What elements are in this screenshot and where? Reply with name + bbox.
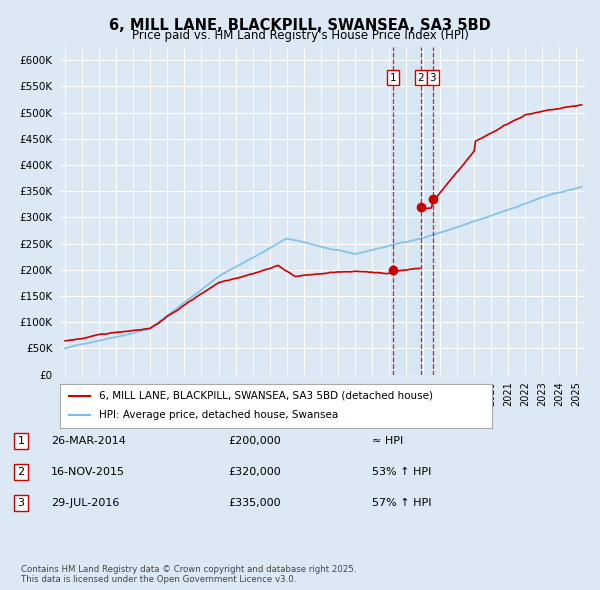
- Text: ≈ HPI: ≈ HPI: [372, 437, 403, 446]
- Text: 26-MAR-2014: 26-MAR-2014: [51, 437, 126, 446]
- Text: 6, MILL LANE, BLACKPILL, SWANSEA, SA3 5BD: 6, MILL LANE, BLACKPILL, SWANSEA, SA3 5B…: [109, 18, 491, 32]
- Text: HPI: Average price, detached house, Swansea: HPI: Average price, detached house, Swan…: [99, 411, 338, 420]
- Text: 3: 3: [17, 498, 25, 507]
- Text: 6, MILL LANE, BLACKPILL, SWANSEA, SA3 5BD (detached house): 6, MILL LANE, BLACKPILL, SWANSEA, SA3 5B…: [99, 391, 433, 401]
- Text: £335,000: £335,000: [228, 498, 281, 507]
- Text: 2: 2: [17, 467, 25, 477]
- Bar: [393, 47, 433, 375]
- Text: 29-JUL-2016: 29-JUL-2016: [51, 498, 119, 507]
- Text: Price paid vs. HM Land Registry's House Price Index (HPI): Price paid vs. HM Land Registry's House …: [131, 30, 469, 42]
- Text: 16-NOV-2015: 16-NOV-2015: [51, 467, 125, 477]
- Text: 2: 2: [418, 73, 424, 83]
- Text: £320,000: £320,000: [228, 467, 281, 477]
- Text: £200,000: £200,000: [228, 437, 281, 446]
- Text: 53% ↑ HPI: 53% ↑ HPI: [372, 467, 431, 477]
- Text: 57% ↑ HPI: 57% ↑ HPI: [372, 498, 431, 507]
- Text: 1: 1: [389, 73, 396, 83]
- Text: 1: 1: [17, 437, 25, 446]
- Text: 3: 3: [430, 73, 436, 83]
- Text: Contains HM Land Registry data © Crown copyright and database right 2025.
This d: Contains HM Land Registry data © Crown c…: [21, 565, 356, 584]
